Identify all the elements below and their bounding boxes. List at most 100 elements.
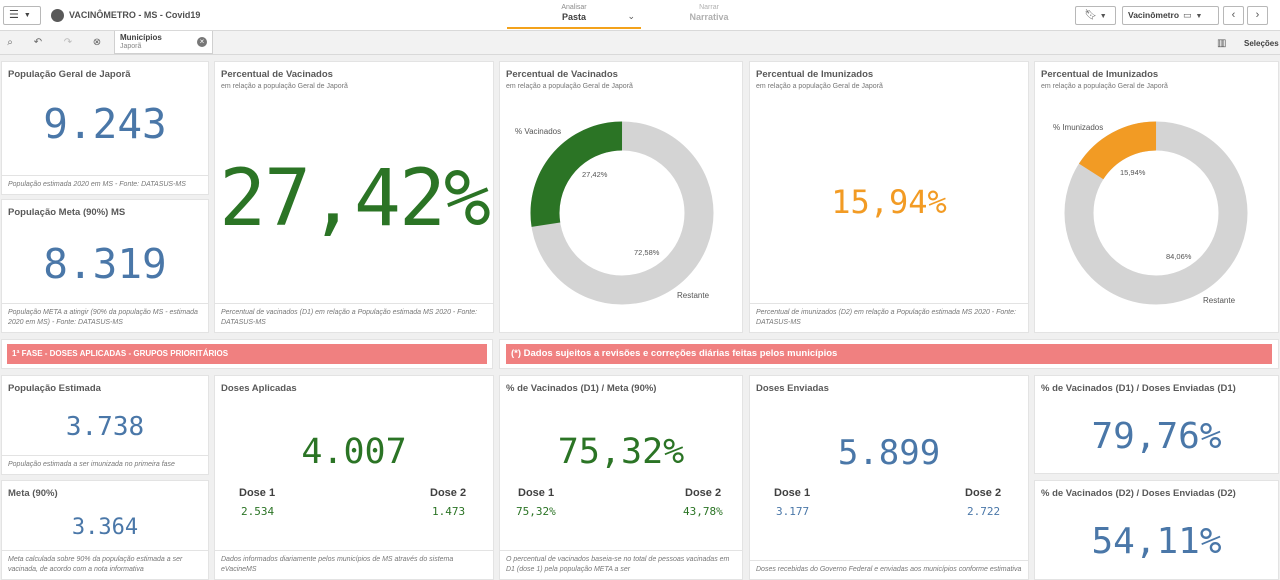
- smart-search-icon[interactable]: ⌕: [7, 37, 13, 48]
- card-footnote: Doses recebidas do Governo Federal e env…: [750, 560, 1028, 579]
- kpi-value: 4.007: [301, 432, 407, 472]
- kpi-pct-vacinados[interactable]: Percentual de Vacinados em relação a pop…: [214, 61, 494, 333]
- hamburger-icon: ☰: [9, 9, 19, 21]
- dose2-value: 1.473: [432, 505, 466, 518]
- chart-imunizados-donut[interactable]: Percentual de Imunizados em relação a po…: [1034, 61, 1279, 333]
- tab-narrate-story: Narrativa: [689, 12, 729, 22]
- card-subtitle: em relação a população Geral de Japorã: [221, 83, 348, 90]
- kpi-doses-aplicadas[interactable]: Doses Aplicadas 4.007 Dose 1 2.534 Dose …: [214, 375, 494, 580]
- disclaimer-banner: (*) Dados sujeitos a revisões e correçõe…: [506, 344, 1272, 364]
- kpi-value: 79,76%: [1091, 416, 1222, 457]
- dose1-value: 75,32%: [516, 505, 556, 518]
- card-subtitle: em relação a população Geral de Japorã: [506, 83, 633, 90]
- kpi-value: 3.364: [71, 515, 139, 540]
- slice-value-imunizados: 15,94%: [1120, 168, 1146, 177]
- selection-field: Municípios: [120, 33, 162, 42]
- kpi-value: 3.738: [65, 412, 145, 442]
- card-title: % de Vacinados (D2) / Doses Enviadas (D2…: [1041, 488, 1236, 499]
- chevron-down-icon: ▼: [1195, 13, 1203, 20]
- kpi-vacinados-d2-enviadas[interactable]: % de Vacinados (D2) / Doses Enviadas (D2…: [1034, 480, 1279, 580]
- tab-analyze[interactable]: Analisar Pasta ⌄: [507, 0, 641, 29]
- card-title: População Geral de Japorã: [8, 69, 131, 80]
- kpi-meta[interactable]: Meta (90%) 3.364 Meta calculada sobre 90…: [1, 480, 209, 580]
- bookmark-icon: 🔖︎: [1084, 10, 1097, 21]
- kpi-pop-geral[interactable]: População Geral de Japorã 9.243 Populaçã…: [1, 61, 209, 195]
- sheet-selector-button[interactable]: Vacinômetro ▭ ▼: [1122, 6, 1219, 25]
- dose1-label: Dose 1: [774, 487, 811, 499]
- dose1-value: 2.534: [241, 505, 275, 518]
- kpi-vacinados-d1-enviadas[interactable]: % de Vacinados (D1) / Doses Enviadas (D1…: [1034, 375, 1279, 474]
- card-footnote: Percentual de imunizados (D2) em relação…: [750, 303, 1028, 332]
- slice-value-vacinados: 27,42%: [582, 170, 608, 179]
- card-footnote: Percentual de vacinados (D1) em relação …: [215, 303, 493, 332]
- app-toolbar: ☰ ▼ VACINÔMETRO - MS - Covid19 Analisar P…: [0, 0, 1280, 31]
- selections-label[interactable]: Seleções: [1244, 39, 1279, 48]
- prev-sheet-button[interactable]: ‹: [1223, 6, 1244, 25]
- chevron-left-icon: ‹: [1231, 9, 1236, 21]
- app-title: VACINÔMETRO - MS - Covid19: [69, 10, 201, 20]
- card-title: População Meta (90%) MS: [8, 207, 126, 218]
- kpi-doses-enviadas[interactable]: Doses Enviadas 5.899 Dose 1 3.177 Dose 2…: [749, 375, 1029, 580]
- dose1-label: Dose 1: [239, 487, 276, 499]
- card-title: População Estimada: [8, 383, 101, 394]
- selection-value: Japorã: [120, 43, 142, 50]
- kpi-pct-imunizados[interactable]: Percentual de Imunizados em relação a po…: [749, 61, 1029, 333]
- dose1-value: 3.177: [776, 505, 810, 518]
- step-forward-icon[interactable]: ↷: [63, 37, 73, 48]
- close-icon[interactable]: ×: [197, 37, 207, 47]
- slice-label-restante: Restante: [677, 291, 710, 300]
- bookmark-button[interactable]: 🔖︎ ▼: [1075, 6, 1116, 25]
- kpi-value: 5.899: [837, 433, 941, 473]
- dose1-label: Dose 1: [518, 487, 555, 499]
- banner-card-left: 1ª FASE - DOSES APLICADAS - GRUPOS PRIOR…: [1, 339, 493, 369]
- selection-chip[interactable]: Municípios Japorã ×: [114, 31, 213, 54]
- chevron-right-icon: ›: [1255, 9, 1260, 21]
- card-title: % de Vacinados (D1) / Doses Enviadas (D1…: [1041, 383, 1236, 394]
- next-sheet-button[interactable]: ›: [1247, 6, 1268, 25]
- kpi-value: 75,32%: [557, 432, 685, 472]
- card-footnote: População META a atingir (90% da populaç…: [2, 303, 208, 332]
- card-subtitle: em relação a população Geral de Japorã: [756, 83, 883, 90]
- chevron-down-icon[interactable]: ⌄: [627, 11, 635, 21]
- slice-label-imunizados: % Imunizados: [1053, 123, 1104, 132]
- dose2-value: 2.722: [967, 505, 1001, 518]
- card-title: Percentual de Imunizados: [756, 69, 874, 80]
- kpi-value: 8.319: [43, 240, 167, 288]
- chevron-down-icon: ▼: [23, 12, 31, 19]
- sheet-icon: ▭: [1183, 10, 1192, 20]
- step-back-icon[interactable]: ↶: [33, 37, 43, 48]
- card-footnote: População estimada 2020 em MS - Fonte: D…: [2, 175, 208, 194]
- card-subtitle: em relação a população Geral de Japorã: [1041, 83, 1168, 90]
- card-footnote: População estimada a ser imunizada no pr…: [2, 455, 208, 474]
- chevron-down-icon: ▼: [1099, 13, 1107, 20]
- tab-narrate[interactable]: Narrar Narrativa: [642, 0, 776, 29]
- slice-label-restante: Restante: [1203, 296, 1236, 305]
- card-title: Percentual de Vacinados: [506, 69, 618, 80]
- dose2-label: Dose 2: [965, 487, 1002, 499]
- kpi-pop-meta[interactable]: População Meta (90%) MS 8.319 População …: [1, 199, 209, 333]
- kpi-pop-estimada[interactable]: População Estimada 3.738 População estim…: [1, 375, 209, 475]
- banner-card-right: (*) Dados sujeitos a revisões e correçõe…: [499, 339, 1279, 369]
- donut-vacinados-slice[interactable]: [530, 121, 714, 305]
- kpi-vacinados-meta[interactable]: % de Vacinados (D1) / Meta (90%) 75,32% …: [499, 375, 743, 580]
- card-title: Doses Enviadas: [756, 383, 829, 394]
- donut-svg: [530, 121, 714, 305]
- dose2-label: Dose 2: [685, 487, 722, 499]
- card-title: Percentual de Imunizados: [1041, 69, 1159, 80]
- slice-value-restante: 84,06%: [1166, 252, 1192, 261]
- clear-selections-icon[interactable]: ⊗: [92, 37, 102, 48]
- sheet-label: Vacinômetro: [1128, 10, 1180, 20]
- main-menu-button[interactable]: ☰ ▼: [3, 6, 41, 25]
- tab-analyze-sheet: Pasta: [561, 12, 587, 22]
- dose2-value: 43,78%: [683, 505, 723, 518]
- dose2-label: Dose 2: [430, 487, 467, 499]
- selections-tool-icon[interactable]: ▥: [1217, 38, 1227, 49]
- donut-svg: [1064, 121, 1248, 305]
- slice-value-restante: 72,58%: [634, 248, 660, 257]
- tab-analyze-label: Analisar: [561, 4, 587, 11]
- chart-vacinados-donut[interactable]: Percentual de Vacinados em relação a pop…: [499, 61, 743, 333]
- slice-label-vacinados: % Vacinados: [515, 127, 562, 136]
- phase-banner: 1ª FASE - DOSES APLICADAS - GRUPOS PRIOR…: [7, 344, 487, 364]
- card-title: Doses Aplicadas: [221, 383, 297, 394]
- card-title: Percentual de Vacinados: [221, 69, 333, 80]
